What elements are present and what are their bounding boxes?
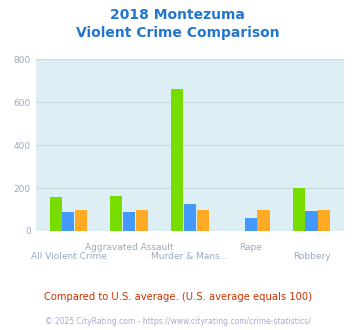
Text: Violent Crime Comparison: Violent Crime Comparison	[76, 26, 279, 40]
Bar	[110, 196, 122, 231]
Text: Robbery: Robbery	[293, 252, 330, 261]
Text: © 2025 CityRating.com - https://www.cityrating.com/crime-statistics/: © 2025 CityRating.com - https://www.city…	[45, 317, 310, 326]
Bar	[75, 210, 87, 231]
Text: Murder & Mans...: Murder & Mans...	[151, 252, 229, 261]
Bar	[62, 212, 75, 231]
Bar	[257, 210, 269, 231]
Bar	[293, 188, 305, 231]
Text: 2018 Montezuma: 2018 Montezuma	[110, 8, 245, 22]
Bar	[136, 210, 148, 231]
Text: All Violent Crime: All Violent Crime	[31, 252, 106, 261]
Bar	[305, 211, 318, 231]
Text: Aggravated Assault: Aggravated Assault	[85, 243, 173, 252]
Bar	[171, 89, 183, 231]
Text: Compared to U.S. average. (U.S. average equals 100): Compared to U.S. average. (U.S. average …	[44, 292, 311, 302]
Bar	[50, 197, 62, 231]
Bar	[318, 210, 330, 231]
Bar	[245, 218, 257, 231]
Bar	[197, 210, 209, 231]
Bar	[184, 204, 196, 231]
Bar	[123, 212, 135, 231]
Text: Rape: Rape	[239, 243, 262, 252]
